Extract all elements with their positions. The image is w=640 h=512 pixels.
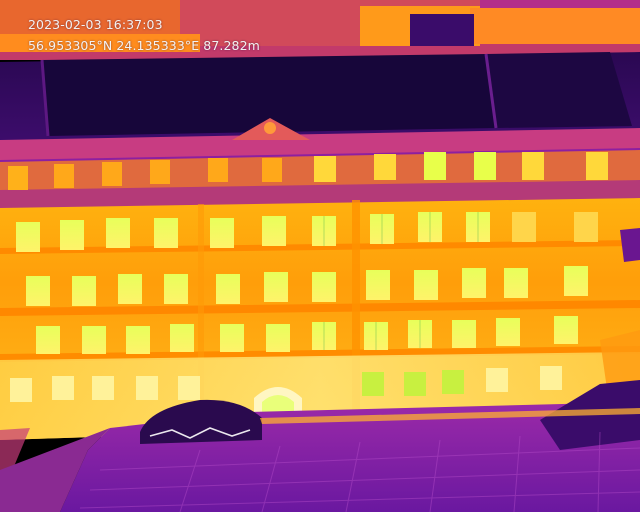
foreground-dome — [140, 399, 262, 444]
roof-panel-right — [486, 52, 632, 128]
cornice — [0, 128, 640, 162]
gps-coordinates-overlay: 56.953305°N 24.135333°E 87.282m — [28, 38, 260, 53]
timestamp-overlay: 2023-02-03 16:37:03 — [28, 17, 163, 32]
roof-panel-left — [42, 54, 496, 136]
windows-floor-1 — [36, 316, 578, 354]
windows-floor-2 — [26, 266, 588, 306]
windows-floor-3 — [16, 212, 598, 252]
windows-ground — [10, 366, 562, 402]
attic-windows — [8, 152, 608, 190]
